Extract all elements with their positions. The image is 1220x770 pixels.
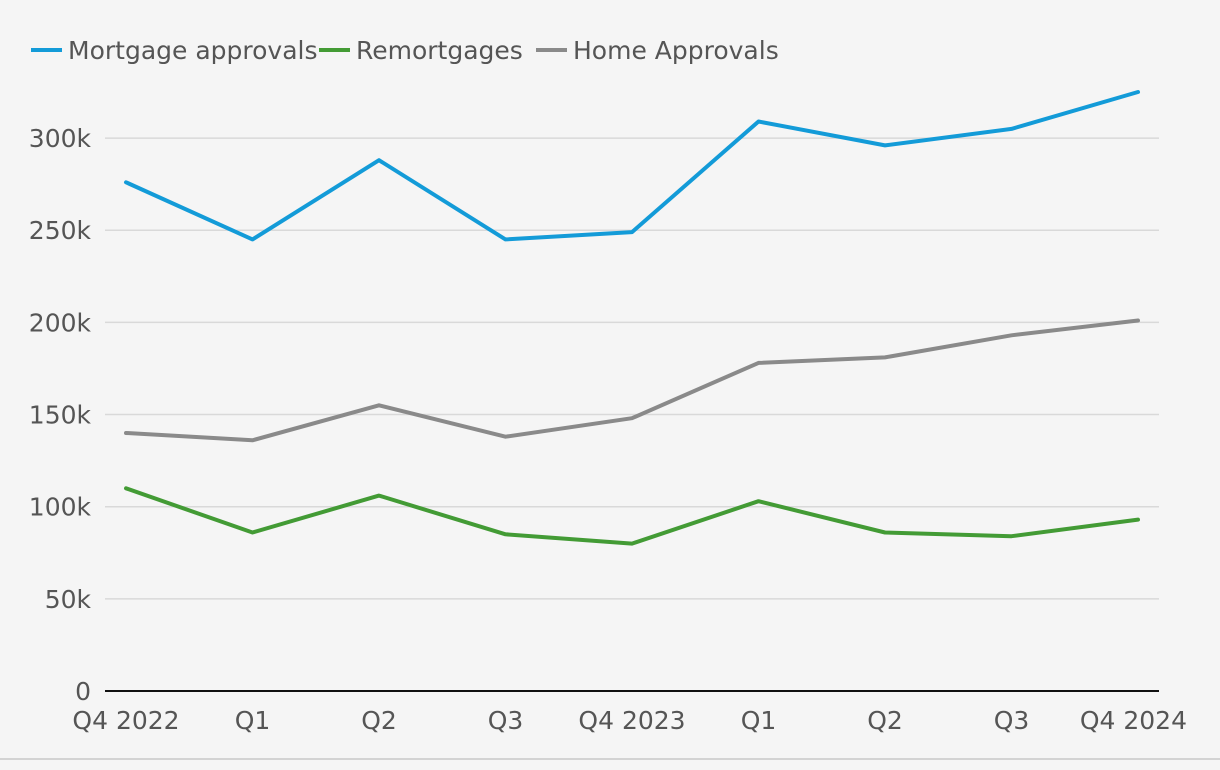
x-tick-label: Q1 bbox=[235, 706, 271, 735]
data-point bbox=[252, 439, 253, 441]
data-point bbox=[758, 362, 759, 364]
legend-item: Home Approvals bbox=[536, 36, 779, 65]
data-point bbox=[884, 144, 886, 146]
data-point bbox=[378, 159, 380, 161]
legend-item: Remortgages bbox=[319, 36, 523, 65]
x-tick-label: Q4 2024 bbox=[1080, 706, 1187, 735]
legend-item: Mortgage approvals bbox=[31, 36, 318, 65]
data-point bbox=[505, 238, 506, 240]
data-point bbox=[505, 533, 506, 535]
legend-label: Remortgages bbox=[356, 36, 523, 65]
y-tick-label: 300k bbox=[29, 124, 92, 153]
data-point bbox=[505, 436, 506, 438]
data-point bbox=[1011, 334, 1012, 336]
x-tick-label: Q3 bbox=[994, 706, 1030, 735]
y-tick-label: 0 bbox=[75, 677, 91, 706]
data-point bbox=[1011, 128, 1012, 130]
x-tick-label: Q2 bbox=[361, 706, 397, 735]
y-tick-label: 100k bbox=[29, 493, 92, 522]
data-point bbox=[631, 543, 633, 545]
data-point bbox=[758, 120, 759, 122]
x-tick-label: Q1 bbox=[741, 706, 777, 735]
data-point bbox=[1011, 535, 1012, 537]
x-tick-label: Q4 2022 bbox=[72, 706, 179, 735]
data-point bbox=[378, 404, 380, 406]
y-tick-label: 250k bbox=[29, 216, 92, 245]
legend-label: Mortgage approvals bbox=[68, 36, 318, 65]
series-lines bbox=[124, 90, 1140, 546]
series-line-mortgage-approvals bbox=[124, 90, 1140, 242]
series-line-home-approvals bbox=[124, 318, 1140, 443]
data-point bbox=[252, 531, 253, 533]
data-point bbox=[125, 432, 127, 434]
y-tick-label: 200k bbox=[29, 308, 92, 337]
data-point bbox=[252, 238, 253, 240]
data-point bbox=[631, 417, 633, 419]
y-tick-label: 50k bbox=[45, 585, 92, 614]
y-tick-label: 150k bbox=[29, 401, 92, 430]
grid-lines bbox=[105, 137, 1159, 600]
x-tick-label: Q4 2023 bbox=[578, 706, 685, 735]
data-point bbox=[1137, 519, 1139, 521]
data-point bbox=[378, 495, 380, 497]
legend: Mortgage approvals Remortgages Home Approv… bbox=[31, 36, 779, 65]
data-point bbox=[884, 531, 886, 533]
data-point bbox=[125, 181, 127, 183]
data-point bbox=[125, 487, 127, 489]
data-point bbox=[631, 231, 633, 233]
y-axis-ticks: 0 50k 100k 150k 200k 250k 300k bbox=[29, 124, 92, 706]
data-point bbox=[1137, 91, 1139, 93]
data-point bbox=[1137, 320, 1139, 322]
x-tick-label: Q2 bbox=[867, 706, 903, 735]
series-line-remortgages bbox=[124, 486, 1140, 546]
legend-label: Home Approvals bbox=[573, 36, 779, 65]
data-point bbox=[758, 500, 759, 502]
x-tick-label: Q3 bbox=[488, 706, 524, 735]
x-axis-ticks: Q4 2022 Q1 Q2 Q3 Q4 2023 Q1 Q2 Q3 Q4 2024 bbox=[72, 706, 1187, 735]
data-point bbox=[884, 356, 886, 358]
